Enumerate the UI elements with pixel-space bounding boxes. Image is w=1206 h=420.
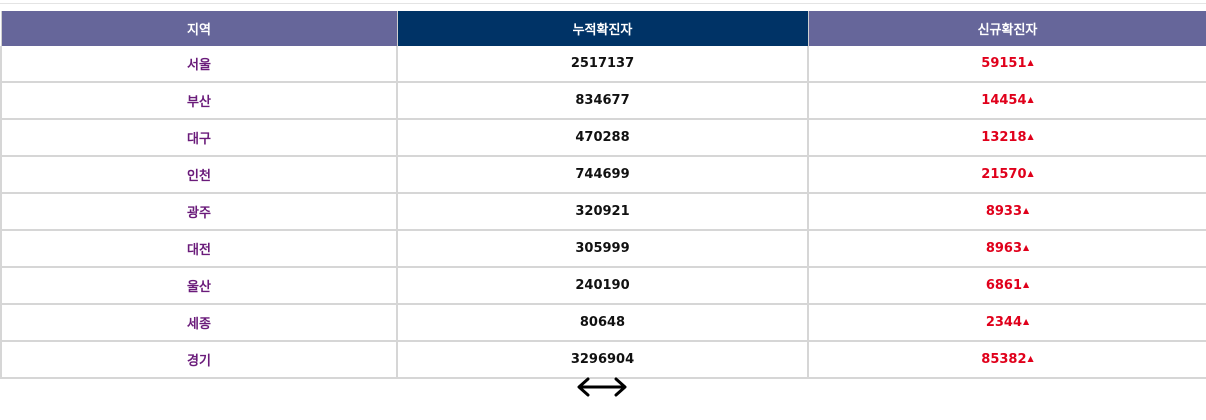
covid-region-table: 지역 누적확진자 신규확진자 서울 2517137 59151▲ 부산 8346…	[0, 11, 1206, 379]
new-cases-cell: 2344▲	[807, 304, 1206, 342]
table-row: 대전 305999 8963▲	[0, 230, 1206, 268]
region-name: 경기	[0, 341, 398, 379]
new-cases-cell: 8963▲	[807, 230, 1206, 268]
total-cases: 744699	[396, 156, 809, 194]
triangle-up-icon: ▲	[1023, 206, 1030, 215]
new-cases-cell: 85382▲	[807, 341, 1206, 379]
new-cases-cell: 14454▲	[807, 82, 1206, 120]
total-cases: 834677	[396, 82, 809, 120]
table-row: 세종 80648 2344▲	[0, 304, 1206, 342]
new-cases: 14454	[981, 93, 1027, 108]
triangle-up-icon: ▲	[1023, 280, 1030, 289]
triangle-up-icon: ▲	[1027, 169, 1034, 178]
new-cases: 85382	[981, 352, 1027, 367]
triangle-up-icon: ▲	[1023, 317, 1030, 326]
new-cases-cell: 21570▲	[807, 156, 1206, 194]
table-header-row: 지역 누적확진자 신규확진자	[0, 11, 1206, 46]
total-cases: 470288	[396, 119, 809, 157]
new-cases: 59151	[981, 56, 1027, 71]
new-cases-cell: 59151▲	[807, 46, 1206, 83]
new-cases-cell: 8933▲	[807, 193, 1206, 231]
triangle-up-icon: ▲	[1027, 132, 1034, 141]
total-cases: 80648	[396, 304, 809, 342]
region-name: 울산	[0, 267, 398, 305]
top-divider	[0, 3, 1206, 4]
new-cases: 21570	[981, 167, 1027, 182]
header-new-cases: 신규확진자	[807, 11, 1206, 46]
table-row: 울산 240190 6861▲	[0, 267, 1206, 305]
new-cases: 8933	[985, 204, 1023, 219]
new-cases-cell: 13218▲	[807, 119, 1206, 157]
region-name: 부산	[0, 82, 398, 120]
total-cases: 320921	[396, 193, 809, 231]
table-row: 광주 320921 8933▲	[0, 193, 1206, 231]
region-name: 서울	[0, 46, 398, 83]
table-row: 경기 3296904 85382▲	[0, 341, 1206, 379]
total-cases: 2517137	[396, 46, 809, 83]
region-name: 인천	[0, 156, 398, 194]
new-cases: 8963	[985, 241, 1023, 256]
header-total-cases: 누적확진자	[396, 11, 809, 46]
region-name: 세종	[0, 304, 398, 342]
table-row: 서울 2517137 59151▲	[0, 46, 1206, 83]
new-cases-cell: 6861▲	[807, 267, 1206, 305]
total-cases: 240190	[396, 267, 809, 305]
table-row: 인천 744699 21570▲	[0, 156, 1206, 194]
table-row: 대구 470288 13218▲	[0, 119, 1206, 157]
region-name: 대구	[0, 119, 398, 157]
new-cases: 13218	[981, 130, 1027, 145]
triangle-up-icon: ▲	[1027, 58, 1034, 67]
triangle-up-icon: ▲	[1023, 243, 1030, 252]
header-region: 지역	[0, 11, 398, 46]
new-cases: 2344	[985, 315, 1023, 330]
region-name: 광주	[0, 193, 398, 231]
triangle-up-icon: ▲	[1027, 354, 1034, 363]
region-name: 대전	[0, 230, 398, 268]
table-row: 부산 834677 14454▲	[0, 82, 1206, 120]
left-right-arrow-icon[interactable]	[575, 374, 629, 400]
total-cases: 3296904	[396, 341, 809, 379]
triangle-up-icon: ▲	[1027, 95, 1034, 104]
total-cases: 305999	[396, 230, 809, 268]
new-cases: 6861	[985, 278, 1023, 293]
